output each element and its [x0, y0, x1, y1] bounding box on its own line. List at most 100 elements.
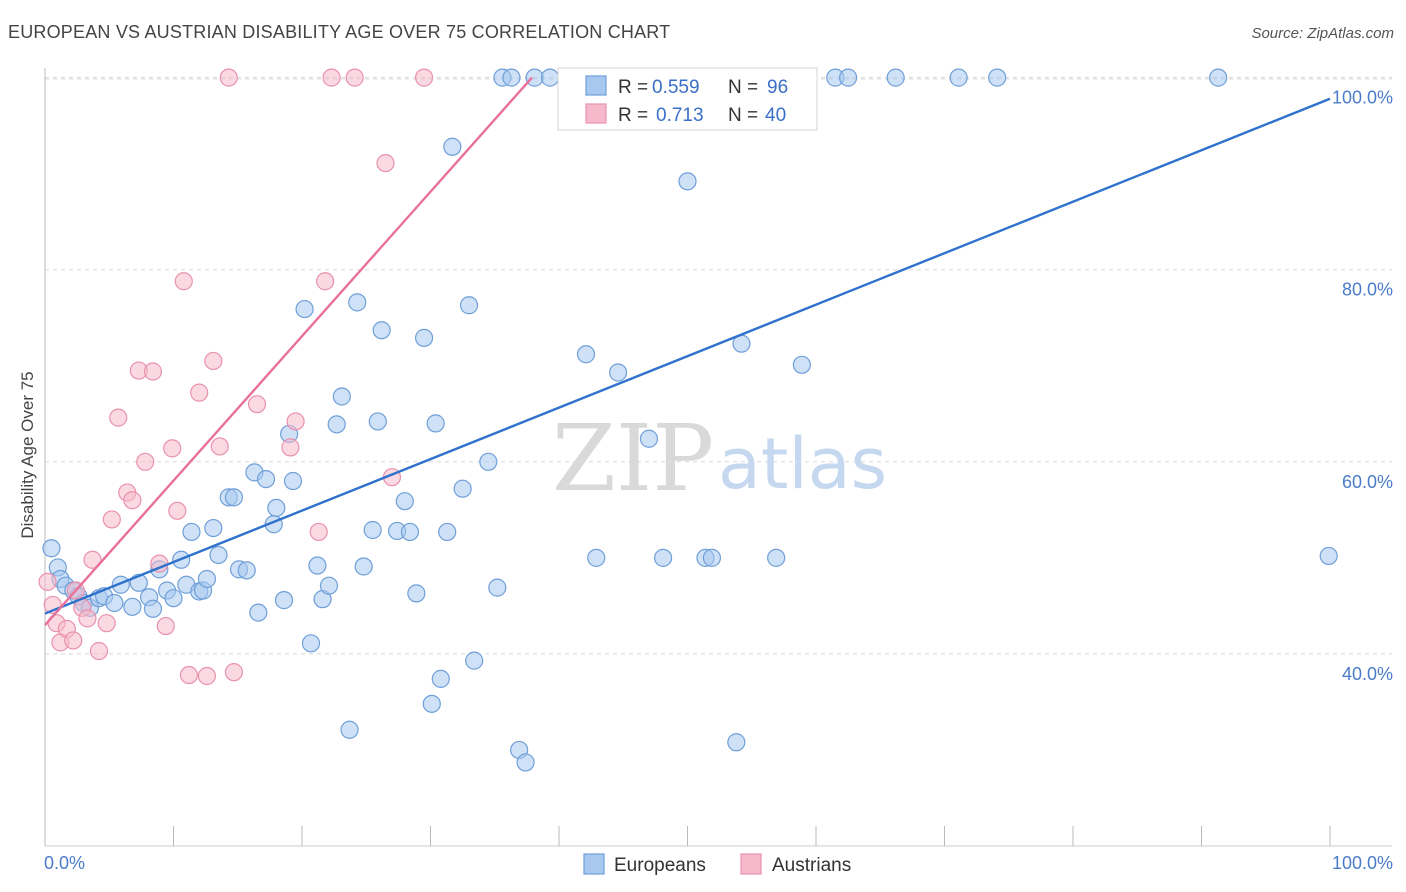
- austrian-point: [309, 522, 328, 542]
- chart-title: EUROPEAN VS AUSTRIAN DISABILITY AGE OVER…: [8, 22, 671, 42]
- watermark-atlas: atlas: [718, 423, 887, 505]
- austrian-point: [376, 153, 395, 173]
- european-trend-line: [44, 97, 1331, 615]
- european-point: [443, 137, 462, 156]
- european-point: [42, 539, 61, 558]
- austrian-point: [204, 351, 223, 371]
- european-point: [639, 429, 659, 448]
- european-point: [502, 68, 521, 87]
- european-point: [363, 520, 382, 540]
- austrian-point: [168, 501, 187, 520]
- european-point: [988, 68, 1007, 87]
- european-point: [525, 68, 544, 87]
- austrian-point: [286, 412, 305, 431]
- y-axis-label: Disability Age Over 75: [18, 371, 37, 538]
- european-point: [182, 522, 201, 542]
- y-tick-label: 60.0%: [1342, 472, 1393, 492]
- austrian-point: [190, 383, 209, 402]
- austrian-point: [89, 641, 109, 661]
- stats-r-value-austrians: 0.713: [656, 105, 704, 126]
- x-tick-label-max: 100.0%: [1332, 853, 1393, 873]
- european-point: [426, 414, 445, 433]
- european-point: [886, 68, 905, 87]
- european-point: [1209, 68, 1228, 87]
- legend: Europeans Austrians: [583, 853, 851, 876]
- y-tick-label: 100.0%: [1332, 88, 1393, 108]
- stats-swatch-europeans: [585, 75, 607, 96]
- legend-swatch-europeans: [583, 853, 605, 875]
- european-point: [414, 328, 434, 347]
- stats-r-label-austrians: R =: [618, 105, 648, 126]
- european-point: [609, 363, 628, 382]
- austrian-point: [414, 68, 434, 87]
- austrian-point: [281, 438, 300, 457]
- european-point: [368, 412, 387, 431]
- european-point: [308, 556, 327, 575]
- austrian-point: [38, 572, 57, 591]
- european-point: [422, 694, 441, 713]
- european-point: [164, 589, 183, 608]
- stats-r-label-europeans: R =: [618, 77, 648, 98]
- european-point: [372, 321, 391, 340]
- stats-box: R = 0.559 N = 96 R = 0.713 N = 40: [557, 67, 818, 131]
- austrian-point: [179, 665, 199, 685]
- european-point: [453, 479, 472, 498]
- austrian-point: [136, 452, 155, 471]
- european-point: [678, 172, 697, 191]
- european-point: [237, 561, 256, 580]
- european-point: [224, 488, 243, 507]
- european-point: [105, 593, 124, 613]
- stats-n-value-europeans: 96: [767, 77, 788, 98]
- austrian-point: [247, 395, 267, 414]
- european-point: [587, 548, 606, 567]
- austrian-point: [163, 439, 182, 458]
- legend-swatch-austrians: [740, 853, 762, 875]
- european-point: [354, 557, 373, 576]
- stats-n-value-austrians: 40: [765, 105, 786, 126]
- european-point: [792, 355, 811, 374]
- european-point: [295, 299, 314, 319]
- austrian-point: [322, 68, 341, 87]
- european-point: [653, 548, 673, 567]
- austrian-point: [123, 491, 142, 510]
- austrian-point: [156, 616, 175, 636]
- european-point: [327, 415, 346, 434]
- y-tick-label: 80.0%: [1342, 280, 1393, 300]
- european-point: [395, 492, 414, 511]
- european-point: [488, 578, 507, 597]
- source-label: Source: ZipAtlas.com: [1251, 25, 1394, 42]
- european-point: [540, 68, 560, 87]
- austrian-trend-line: [44, 76, 533, 626]
- austrian-point: [316, 272, 335, 291]
- stats-n-label-europeans: N =: [728, 77, 758, 98]
- european-point: [465, 651, 484, 670]
- stats-n-label-austrians: N =: [728, 105, 758, 126]
- european-point: [143, 599, 163, 618]
- european-point: [204, 518, 223, 538]
- austrian-point: [102, 510, 121, 529]
- points-layer: [38, 68, 1338, 772]
- european-point: [197, 569, 217, 589]
- european-point: [348, 293, 367, 312]
- european-point: [479, 452, 498, 471]
- european-point: [839, 68, 858, 87]
- european-point: [301, 634, 321, 653]
- european-point: [274, 591, 294, 610]
- european-point: [949, 68, 968, 87]
- european-point: [576, 345, 596, 364]
- austrian-point: [219, 68, 238, 87]
- european-point: [459, 296, 479, 315]
- stats-swatch-austrians: [585, 103, 607, 124]
- austrian-point: [109, 408, 128, 427]
- european-point: [319, 576, 339, 595]
- european-point: [340, 720, 359, 739]
- x-tick-label-min: 0.0%: [44, 853, 85, 873]
- legend-label-europeans: Europeans: [614, 855, 706, 876]
- watermark-zip: ZIP: [552, 405, 714, 512]
- european-point: [702, 548, 722, 567]
- european-point: [767, 548, 786, 567]
- european-point: [407, 584, 426, 603]
- austrian-point: [143, 362, 163, 381]
- european-point: [209, 545, 228, 565]
